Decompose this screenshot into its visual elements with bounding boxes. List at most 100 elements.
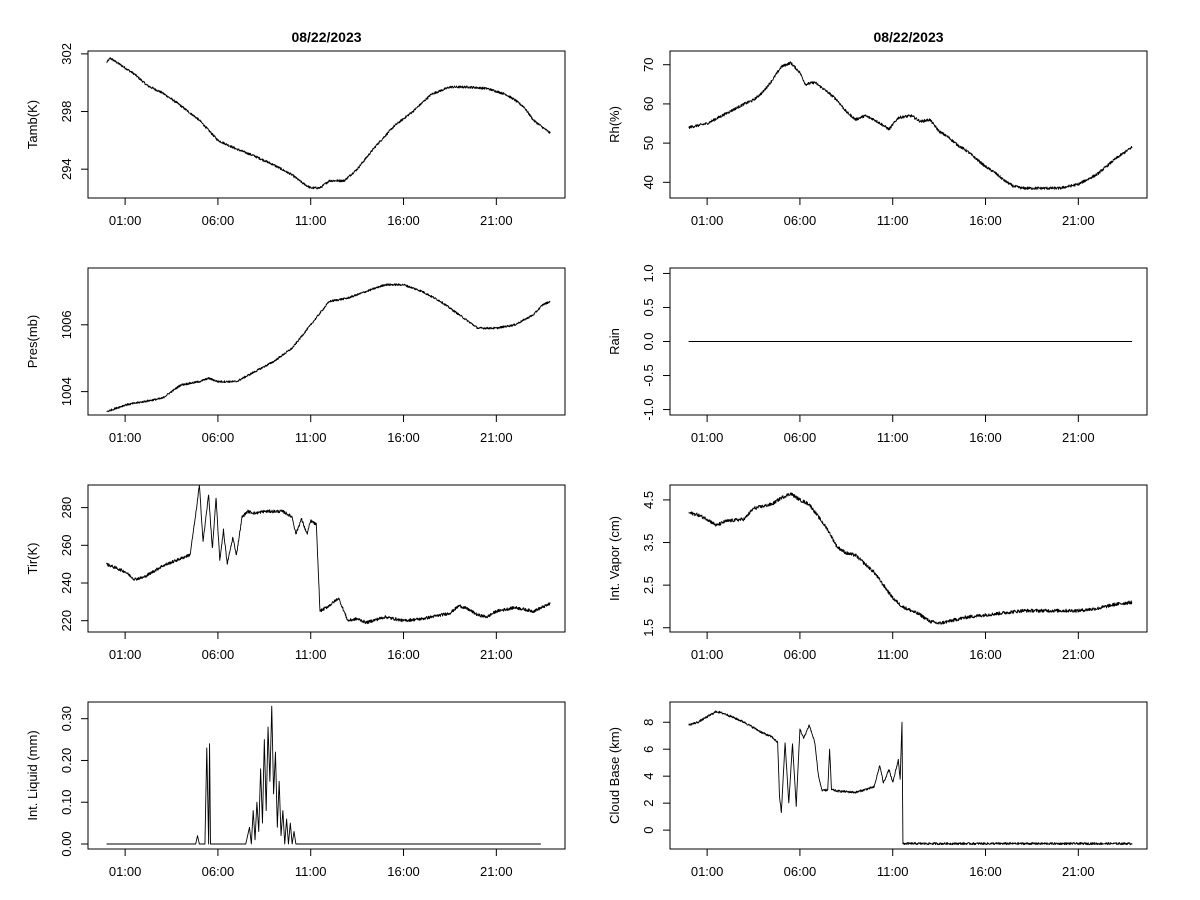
panel-vapor: 01:00 06:00 11:00 16:00 21:00 1.5 2.5 3.5 4.5 Int… — [607, 484, 1148, 662]
x-tick-label: 16:00 — [387, 430, 420, 445]
y-tick-label: 8 — [641, 719, 656, 726]
y-tick-label: 70 — [641, 57, 656, 71]
plot-frame — [669, 484, 1148, 633]
y-tick-label: 0.5 — [641, 298, 656, 316]
panel-tamb: 08/22/2023 01:00 06:00 11:00 16:00 21:00 294 29… — [25, 29, 566, 228]
x-tick-label: 21:00 — [1062, 647, 1095, 662]
panel-liquid: 01:00 06:00 11:00 16:00 21:00 0.00 0.10 0.20 0.3… — [25, 701, 566, 879]
y-axis-label: Cloud Base (km) — [607, 727, 622, 824]
x-tick-label: 11:00 — [295, 213, 327, 228]
panel-tir: 01:00 06:00 11:00 16:00 21:00 220 240 260 280 Tir… — [25, 484, 566, 662]
y-tick-label: 294 — [59, 158, 74, 180]
x-tick-label: 06:00 — [202, 213, 235, 228]
x-tick-label: 11:00 — [295, 864, 327, 879]
x-tick-label: 21:00 — [480, 864, 513, 879]
x-tick-label: 01:00 — [109, 864, 142, 879]
panel-cloudbase: 01:00 06:00 11:00 16:00 21:00 0 2 4 6 8 Cloud Base… — [607, 701, 1148, 879]
x-tick-label: 11:00 — [877, 647, 909, 662]
panel-pres: 01:00 06:00 11:00 16:00 21:00 1004 1006 Pres(mb… — [25, 267, 566, 445]
x-tick-label: 06:00 — [202, 647, 235, 662]
x-tick-label: 01:00 — [691, 647, 724, 662]
y-tick-label: 50 — [641, 136, 656, 150]
series-line-liquid — [106, 705, 542, 845]
y-tick-label: 4 — [641, 773, 656, 780]
x-tick-label: 06:00 — [784, 864, 817, 879]
y-tick-label: 280 — [59, 497, 74, 519]
x-tick-label: 16:00 — [387, 213, 420, 228]
series-line-rh — [688, 61, 1133, 190]
panel-title: 08/22/2023 — [873, 29, 943, 45]
panel-rh: 08/22/2023 01:00 06:00 11:00 16:00 21:00 40 50 6… — [607, 29, 1148, 228]
x-tick-label: 16:00 — [387, 864, 420, 879]
x-tick-label: 11:00 — [877, 864, 909, 879]
y-tick-label: 1.0 — [641, 264, 656, 282]
y-tick-label: 40 — [641, 175, 656, 189]
y-axis-label: Rh(%) — [607, 106, 622, 143]
x-tick-label: 01:00 — [691, 213, 724, 228]
series-line-vapor — [688, 492, 1133, 625]
y-axis-label: Rain — [607, 328, 622, 355]
x-tick-label: 21:00 — [480, 430, 513, 445]
y-tick-label: 3.5 — [641, 533, 656, 551]
panel-rain: 01:00 06:00 11:00 16:00 21:00 -1.0 -0.5 0.0 0.5 1… — [607, 264, 1148, 445]
series-line-tamb — [106, 57, 551, 190]
y-tick-label: 0.30 — [59, 706, 74, 731]
x-tick-label: 21:00 — [480, 213, 513, 228]
y-axis-label: Int. Liquid (mm) — [25, 730, 40, 820]
plot-frame — [87, 267, 566, 416]
y-tick-label: 0.20 — [59, 748, 74, 773]
series-line-tir — [106, 484, 551, 625]
x-tick-label: 06:00 — [784, 213, 817, 228]
plot-frame — [87, 701, 566, 850]
series-line-pres — [106, 283, 551, 413]
x-tick-label: 16:00 — [969, 430, 1002, 445]
y-tick-label: 2.5 — [641, 576, 656, 594]
series-line-cloudbase — [688, 710, 1133, 846]
y-axis-label: Tir(K) — [25, 542, 40, 574]
y-tick-label: 240 — [59, 572, 74, 594]
x-tick-label: 11:00 — [295, 430, 327, 445]
x-tick-label: 01:00 — [109, 430, 142, 445]
x-tick-label: 16:00 — [969, 213, 1002, 228]
y-tick-label: 2 — [641, 800, 656, 807]
plot-frame — [669, 701, 1148, 850]
x-tick-label: 21:00 — [1062, 864, 1095, 879]
x-tick-label: 16:00 — [969, 864, 1002, 879]
x-tick-label: 21:00 — [480, 647, 513, 662]
x-tick-label: 06:00 — [784, 430, 817, 445]
y-tick-label: -0.5 — [641, 364, 656, 386]
y-tick-label: 298 — [59, 101, 74, 123]
y-tick-label: 302 — [59, 43, 74, 65]
y-tick-label: 1006 — [59, 310, 74, 339]
y-tick-label: 0.0 — [641, 332, 656, 350]
x-tick-label: 21:00 — [1062, 430, 1095, 445]
y-tick-label: 260 — [59, 534, 74, 556]
plot-frame — [669, 50, 1148, 199]
y-tick-label: -1.0 — [641, 398, 656, 420]
x-tick-label: 11:00 — [877, 430, 909, 445]
x-tick-label: 06:00 — [784, 647, 817, 662]
x-tick-label: 01:00 — [109, 647, 142, 662]
y-tick-label: 4.5 — [641, 491, 656, 509]
x-tick-label: 06:00 — [202, 430, 235, 445]
y-tick-label: 6 — [641, 746, 656, 753]
x-tick-label: 16:00 — [969, 647, 1002, 662]
y-tick-label: 60 — [641, 97, 656, 111]
y-tick-label: 0.00 — [59, 831, 74, 856]
y-tick-label: 0.10 — [59, 790, 74, 815]
y-tick-label: 1004 — [59, 377, 74, 406]
y-tick-label: 0 — [641, 827, 656, 834]
plot-frame — [87, 50, 566, 199]
y-axis-label: Int. Vapor (cm) — [607, 516, 622, 601]
x-tick-label: 21:00 — [1062, 213, 1095, 228]
x-tick-label: 11:00 — [877, 213, 909, 228]
x-tick-label: 01:00 — [691, 430, 724, 445]
y-axis-label: Tamb(K) — [25, 100, 40, 149]
x-tick-label: 01:00 — [691, 864, 724, 879]
panel-title: 08/22/2023 — [291, 29, 361, 45]
x-tick-label: 06:00 — [202, 864, 235, 879]
y-axis-label: Pres(mb) — [25, 315, 40, 368]
y-tick-label: 1.5 — [641, 619, 656, 637]
x-tick-label: 11:00 — [295, 647, 327, 662]
